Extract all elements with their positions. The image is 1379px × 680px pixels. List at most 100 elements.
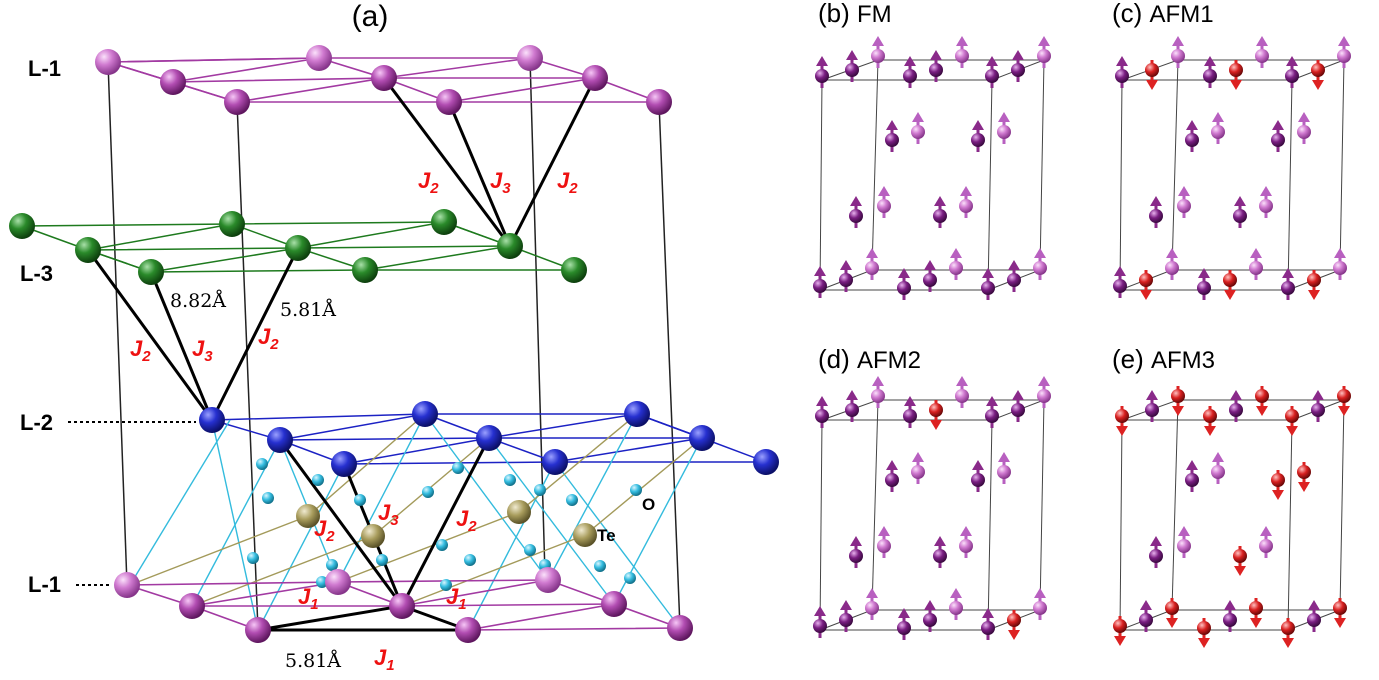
- spin-up-atom: [897, 268, 911, 300]
- unit-cell-edges: [107, 57, 681, 631]
- spin-up-atom: [1233, 196, 1247, 228]
- spin-down-atom: [1229, 60, 1243, 90]
- spin-up-atom: [1197, 268, 1211, 300]
- spin-up-atom: [1113, 266, 1127, 298]
- layer-label-l2: L-2: [20, 410, 53, 435]
- j2-label-mid-right: J2: [258, 324, 279, 353]
- spin-up-atom: [1011, 50, 1025, 82]
- panel-d-spin-config: (d) AFM2: [813, 344, 1051, 640]
- spin-up-atom: [911, 112, 925, 144]
- spin-down-atom: [1233, 546, 1247, 576]
- spin-up-atom: [1229, 390, 1243, 422]
- panel-a-crystal-structure: (a): [9, 0, 779, 674]
- spin-up-atom: [1211, 112, 1225, 144]
- spin-down-atom: [1171, 386, 1185, 416]
- spin-up-atom: [839, 260, 853, 292]
- spin-up-atom: [911, 452, 925, 484]
- spin-up-atom: [985, 56, 999, 88]
- spin-up-atom: [871, 36, 885, 68]
- spin-down-atom: [1307, 270, 1321, 300]
- spin-up-atom: [845, 50, 859, 82]
- spin-up-atom: [1177, 186, 1191, 218]
- j2-label-top-right: J2: [557, 168, 578, 197]
- spin-down-atom: [1297, 462, 1311, 492]
- spin-up-atom: [903, 56, 917, 88]
- distance-label-5-81-top: 5.81Å: [280, 299, 336, 321]
- spin-up-atom: [923, 600, 937, 632]
- spin-up-atom: [815, 396, 829, 428]
- j3-label-mid: J3: [192, 336, 213, 365]
- layer-l1-top-atoms: [95, 45, 672, 115]
- spin-up-atom: [1311, 390, 1325, 422]
- panel-a-label: (a): [352, 0, 389, 33]
- spin-up-atom: [929, 50, 943, 82]
- oxygen-atoms: [247, 458, 642, 591]
- spin-up-atom: [849, 196, 863, 228]
- spin-down-atom: [1007, 610, 1021, 640]
- o-atom-label: O: [642, 495, 655, 514]
- spin-up-atom: [959, 186, 973, 218]
- spin-down-atom: [1249, 598, 1263, 628]
- distance-label-8-82: 8.82Å: [170, 290, 226, 312]
- spin-up-atom: [1037, 376, 1051, 408]
- spin-up-atom: [1139, 600, 1153, 632]
- spin-up-atom: [1037, 36, 1051, 68]
- spin-down-atom: [1223, 270, 1237, 300]
- spin-up-atom: [997, 112, 1011, 144]
- spin-up-atom: [1165, 248, 1179, 280]
- spin-up-atom: [1203, 56, 1217, 88]
- j1-label-bottom: J1: [374, 645, 395, 674]
- spin-up-atom: [1185, 120, 1199, 152]
- spin-down-atom: [1203, 406, 1217, 436]
- spin-down-atom: [1115, 406, 1129, 436]
- spin-down-atom: [1281, 618, 1295, 648]
- spin-up-atom: [1115, 56, 1129, 88]
- spin-up-atom: [871, 376, 885, 408]
- panel-c-label: (c) AFM1: [1112, 0, 1214, 28]
- panel-d-cell-outline: [819, 399, 1045, 631]
- j1-label-right: J1: [446, 584, 467, 613]
- layer-label-l3: L-3: [20, 261, 53, 286]
- spin-up-atom: [1177, 526, 1191, 558]
- spin-up-atom: [959, 526, 973, 558]
- spin-up-atom: [933, 196, 947, 228]
- spin-up-atom: [923, 260, 937, 292]
- spin-up-atom: [1259, 526, 1273, 558]
- layer-label-l1-bottom: L-1: [28, 572, 61, 597]
- spin-up-atom: [1011, 390, 1025, 422]
- spin-up-atom: [845, 390, 859, 422]
- panel-c-cell-outline: [1119, 59, 1345, 291]
- spin-configuration-panels: (b) FM (c) AFM1 (d) AFM2 (e) AFM3: [813, 0, 1351, 648]
- spin-up-atom: [885, 120, 899, 152]
- spin-up-atom: [955, 36, 969, 68]
- spin-up-atom: [1145, 390, 1159, 422]
- spin-up-atom: [1249, 248, 1263, 280]
- spin-up-atom: [897, 608, 911, 640]
- spin-down-atom: [1333, 598, 1347, 628]
- panel-e-cell-outline: [1119, 399, 1345, 631]
- spin-up-atom: [1337, 36, 1351, 68]
- layer-l1-bottom-atoms: [114, 567, 693, 643]
- panel-e-label: (e) AFM3: [1112, 344, 1215, 374]
- spin-down-atom: [1139, 270, 1153, 300]
- panel-d-label: (d) AFM2: [818, 344, 921, 374]
- layer-l2-atoms: [199, 401, 779, 477]
- spin-up-atom: [955, 376, 969, 408]
- spin-up-atom: [949, 588, 963, 620]
- spin-up-atom: [985, 396, 999, 428]
- spin-up-atom: [997, 452, 1011, 484]
- spin-up-atom: [903, 396, 917, 428]
- spin-up-atom: [981, 268, 995, 300]
- spin-up-atom: [1271, 120, 1285, 152]
- spin-up-atom: [1033, 248, 1047, 280]
- spin-up-atom: [1259, 186, 1273, 218]
- j-labels: J2 J3 J2 J2 J3 J2 J2 J3 J2 J1 J1 J1: [130, 168, 578, 674]
- layer-l3-atoms: [9, 209, 587, 285]
- spin-up-atom: [877, 186, 891, 218]
- spin-up-atom: [1285, 56, 1299, 88]
- tellurium-atoms: [296, 500, 597, 548]
- spin-up-atom: [1223, 600, 1237, 632]
- j2-label-top-left: J2: [418, 168, 439, 197]
- spin-up-atom: [1333, 248, 1347, 280]
- spin-down-atom: [929, 400, 943, 430]
